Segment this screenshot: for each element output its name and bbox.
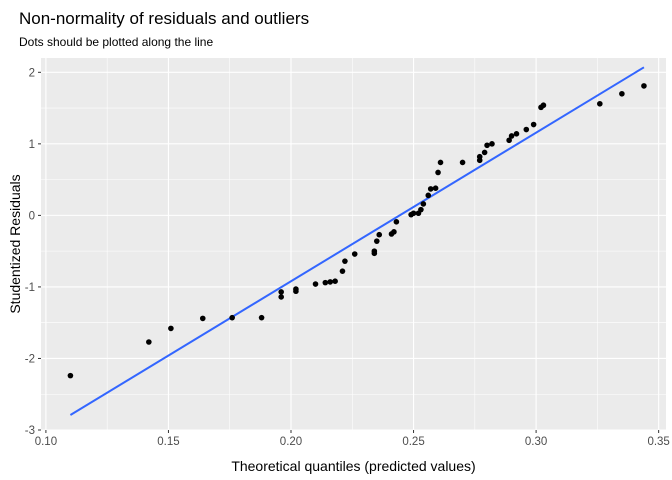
data-point: [425, 192, 432, 199]
data-point: [312, 281, 319, 287]
chart-subtitle: Dots should be plotted along the line: [19, 35, 213, 49]
x-tick-label: 0.25: [402, 436, 424, 448]
data-point: [459, 159, 466, 166]
data-point: [229, 314, 235, 321]
data-point: [332, 278, 338, 285]
data-point: [410, 210, 417, 217]
data-point: [437, 159, 444, 166]
y-tick-label: -1: [25, 282, 35, 294]
reference-line: [69, 66, 645, 416]
data-point: [391, 229, 397, 235]
data-point: [508, 133, 515, 139]
y-tick-label: 2: [29, 67, 35, 79]
data-point: [371, 248, 378, 254]
data-point: [489, 141, 495, 147]
y-axis-title: Studentized Residuals: [7, 174, 23, 313]
x-tick-label: 0.20: [280, 436, 302, 448]
y-tick-label: -2: [25, 353, 35, 365]
data-point: [258, 314, 265, 321]
x-tick-label: 0.30: [525, 436, 547, 448]
data-point: [619, 90, 625, 97]
data-point: [513, 131, 520, 137]
data-point: [322, 279, 329, 286]
data-point: [342, 258, 348, 264]
data-point: [278, 289, 284, 295]
data-point: [523, 126, 530, 133]
data-point: [278, 294, 284, 300]
data-point: [67, 372, 74, 379]
data-point: [418, 206, 424, 213]
data-point: [420, 201, 427, 207]
y-axis-ticks: -3 -2 -1 0 1 2: [25, 67, 41, 437]
data-point: [540, 102, 547, 109]
data-point: [427, 186, 434, 192]
points-group: [67, 83, 647, 379]
x-axis-title: Theoretical quantiles (predicted values): [231, 458, 475, 474]
data-point: [393, 219, 400, 225]
y-tick-label: -3: [25, 425, 35, 437]
data-point: [168, 325, 174, 332]
data-point: [327, 279, 334, 285]
data-point: [376, 231, 383, 238]
major-gridlines: [41, 58, 666, 431]
data-point: [351, 251, 358, 257]
x-tick-label: 0.15: [157, 436, 179, 448]
data-point: [435, 169, 441, 176]
y-tick-label: 1: [29, 139, 35, 151]
x-axis-ticks: 0.10 0.15 0.20 0.25 0.30 0.35: [35, 430, 670, 448]
data-point: [530, 121, 537, 128]
data-point: [373, 238, 380, 244]
x-tick-label: 0.10: [35, 436, 57, 448]
x-tick-label: 0.35: [647, 436, 669, 448]
data-point: [146, 339, 152, 345]
y-tick-label: 0: [29, 210, 35, 222]
chart-title: Non-normality of residuals and outliers: [19, 9, 309, 28]
data-point: [484, 142, 490, 149]
data-point: [293, 286, 299, 292]
data-point: [481, 149, 488, 156]
data-point: [199, 315, 206, 322]
reference-line-group: [69, 66, 645, 416]
data-point: [476, 153, 483, 160]
data-point: [432, 185, 439, 191]
data-point: [641, 83, 647, 89]
data-point: [506, 137, 512, 144]
data-point: [339, 268, 346, 274]
data-point: [597, 100, 603, 107]
